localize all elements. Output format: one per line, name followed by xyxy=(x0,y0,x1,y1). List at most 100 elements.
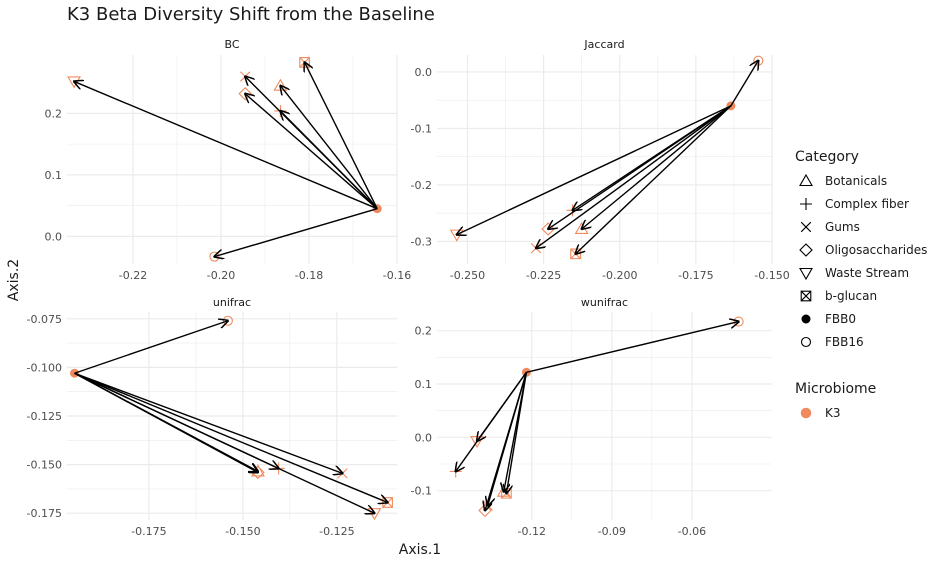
point-waste-stream xyxy=(367,508,382,521)
panel-title: Jaccard xyxy=(583,38,624,51)
x-tick-label: -0.09 xyxy=(598,525,626,538)
y-tick-label: -0.100 xyxy=(27,361,62,374)
y-tick-label: 0.0 xyxy=(45,230,63,243)
y-tick-label: 0.2 xyxy=(415,325,433,338)
x-tick-label: -0.150 xyxy=(754,269,789,282)
legend-item-k3: K3 xyxy=(800,406,841,420)
panel-title: wunifrac xyxy=(581,296,628,309)
arrow-b-glucan xyxy=(576,105,732,254)
y-tick-label: -0.125 xyxy=(27,410,62,423)
x-tick-label: -0.175 xyxy=(678,269,713,282)
legend-key-fbb16 xyxy=(800,336,812,348)
x-tick-label: -0.22 xyxy=(119,269,147,282)
arrow-fbb16 xyxy=(214,208,378,257)
legend-label-botanicals: Botanicals xyxy=(825,174,887,188)
x-tick-label: -0.150 xyxy=(225,525,260,538)
arrow-botanicals xyxy=(582,105,732,229)
arrow-b-glucan xyxy=(305,62,378,209)
arrow-oligosaccharides xyxy=(245,94,378,210)
arrow-waste-stream xyxy=(74,372,375,513)
x-tick-label: -0.175 xyxy=(131,525,166,538)
legend-title-microbiome: Microbiome xyxy=(795,381,876,397)
legend-key-botanicals xyxy=(799,173,813,187)
arrow-oligosaccharides xyxy=(548,105,732,229)
arrow-b-glucan xyxy=(74,372,388,502)
legend-item-oligosaccharides: Oligosaccharides xyxy=(799,243,927,257)
x-tick-label: -0.16 xyxy=(383,269,411,282)
x-tick-label: -0.250 xyxy=(450,269,485,282)
x-tick-label: -0.06 xyxy=(678,525,706,538)
y-tick-label: -0.1 xyxy=(411,485,432,498)
y-tick-label: -0.175 xyxy=(27,507,62,520)
arrow-b-glucan xyxy=(506,372,528,493)
y-tick-label: -0.075 xyxy=(27,313,62,326)
legend-label-oligosaccharides: Oligosaccharides xyxy=(825,243,927,257)
arrow-complex-fiber xyxy=(456,371,527,471)
arrow-complex-fiber xyxy=(280,111,378,210)
point-waste-stream xyxy=(449,229,464,242)
legend-label-gums: Gums xyxy=(825,220,860,234)
legend-label-b-glucan: b-glucan xyxy=(825,289,877,303)
arrow-gums xyxy=(536,105,732,248)
panel-jaccard: -0.250 -0.225 -0.200 -0.175 -0.150 0.0 -0.1 -0.… xyxy=(411,38,790,282)
arrow-oligosaccharides xyxy=(485,372,528,510)
arrow-botanicals xyxy=(280,86,378,210)
y-tick-label: 0.2 xyxy=(45,107,63,120)
arrow-gums xyxy=(74,372,343,473)
arrow-fbb16 xyxy=(526,322,738,373)
legend-title-category: Category xyxy=(795,149,859,165)
legend-item-b-glucan: b-glucan xyxy=(800,289,877,303)
legend-item-fbb16: FBB16 xyxy=(800,335,864,349)
y-tick-label: -0.3 xyxy=(411,235,432,248)
legend-item-waste-stream: Waste Stream xyxy=(799,266,909,281)
y-tick-label: -0.2 xyxy=(411,179,432,192)
legend: Category Botanicals Complex fiber Gums Oligo… xyxy=(795,149,927,420)
legend-label-fbb0: FBB0 xyxy=(825,312,856,326)
y-tick-label: 0.0 xyxy=(415,431,433,444)
point-b-glucan xyxy=(382,497,393,508)
panel-bc: -0.22 -0.20 -0.18 -0.16 0.0 0.1 0.2 BC xyxy=(45,38,412,282)
arrow-oligosaccharides xyxy=(74,372,258,472)
legend-key-k3 xyxy=(800,407,812,419)
legend-key-complex-fiber xyxy=(800,198,812,210)
point-botanicals xyxy=(273,78,288,91)
x-tick-label: -0.20 xyxy=(207,269,235,282)
x-axis-title: Axis.1 xyxy=(399,542,441,558)
legend-label-fbb16: FBB16 xyxy=(825,335,864,349)
panel-wunifrac: -0.12 -0.09 -0.06 0.2 0.1 0.0 -0.1 wunifrac xyxy=(411,296,772,538)
point-oligosaccharides xyxy=(478,503,492,518)
arrow-waste-stream xyxy=(457,105,732,235)
y-tick-label: 0.0 xyxy=(415,66,433,79)
chart-title: K3 Beta Diversity Shift from the Baselin… xyxy=(67,4,435,25)
legend-label-complex-fiber: Complex fiber xyxy=(825,197,909,211)
y-tick-label: -0.1 xyxy=(411,122,432,135)
arrow-fbb16 xyxy=(74,321,228,374)
arrow-fbb16 xyxy=(730,61,758,107)
legend-key-b-glucan xyxy=(800,290,812,302)
legend-item-complex-fiber: Complex fiber xyxy=(800,197,909,211)
point-gums xyxy=(337,468,348,479)
x-tick-label: -0.125 xyxy=(319,525,354,538)
x-tick-label: -0.12 xyxy=(518,525,546,538)
x-tick-label: -0.18 xyxy=(295,269,323,282)
panel-unifrac: -0.175 -0.150 -0.125 -0.075 -0.100 -0.125 -0.1… xyxy=(27,296,397,538)
facet-panels: -0.22 -0.20 -0.18 -0.160.00.10.2BC-0.250 -0.… xyxy=(27,38,790,538)
x-tick-label: -0.225 xyxy=(526,269,561,282)
legend-key-gums xyxy=(800,221,812,233)
panel-title: BC xyxy=(224,38,239,51)
legend-item-fbb0: FBB0 xyxy=(801,312,856,326)
panel-title: unifrac xyxy=(213,296,251,309)
point-b-glucan xyxy=(299,57,310,68)
legend-item-gums: Gums xyxy=(800,220,860,234)
y-axis-title: Axis.2 xyxy=(6,259,22,301)
legend-label-waste-stream: Waste Stream xyxy=(825,266,909,280)
legend-label-k3: K3 xyxy=(825,406,841,420)
legend-key-oligosaccharides xyxy=(799,243,813,257)
legend-key-waste-stream xyxy=(799,267,813,281)
y-tick-label: 0.1 xyxy=(45,169,63,182)
legend-key-fbb0 xyxy=(801,314,811,324)
legend-item-botanicals: Botanicals xyxy=(799,173,887,188)
y-tick-label: 0.1 xyxy=(415,378,433,391)
x-tick-label: -0.200 xyxy=(602,269,637,282)
